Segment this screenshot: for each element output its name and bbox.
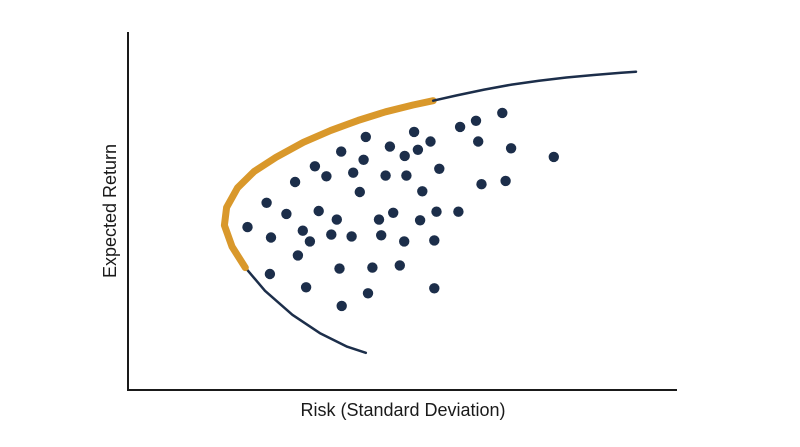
portfolio-point	[394, 260, 405, 271]
portfolio-point	[265, 232, 277, 243]
plot-area	[220, 70, 638, 355]
portfolio-point	[454, 121, 466, 133]
portfolio-point	[414, 215, 426, 226]
portfolio-point	[264, 268, 276, 280]
portfolio-point	[326, 229, 337, 240]
portfolio-point	[380, 170, 391, 181]
portfolio-point	[401, 170, 412, 181]
portfolio-point	[360, 131, 371, 143]
portfolio-point	[242, 221, 253, 233]
portfolio-point	[376, 230, 387, 241]
portfolio-point	[412, 144, 424, 155]
portfolio-point	[321, 171, 332, 182]
portfolio-point	[367, 262, 378, 273]
portfolio-point	[336, 300, 347, 312]
frontier-line-segment	[431, 70, 638, 102]
portfolio-point	[309, 161, 321, 172]
portfolio-point	[497, 107, 508, 119]
portfolio-point	[334, 263, 345, 274]
portfolio-point	[476, 179, 487, 190]
portfolio-point	[408, 126, 420, 138]
portfolio-point	[388, 207, 399, 218]
portfolio-point	[470, 115, 482, 127]
portfolio-point	[399, 150, 410, 162]
portfolio-point	[505, 143, 517, 154]
portfolio-point	[348, 167, 359, 178]
portfolio-point	[331, 214, 342, 225]
portfolio-point	[429, 283, 440, 294]
portfolio-point	[297, 225, 308, 236]
portfolio-point	[304, 236, 316, 247]
portfolio-point	[289, 176, 301, 188]
portfolio-point	[431, 206, 442, 217]
portfolio-point	[281, 208, 292, 220]
portfolio-point	[473, 136, 484, 147]
portfolio-point	[384, 141, 396, 152]
portfolio-point	[358, 154, 369, 165]
portfolio-point	[417, 186, 428, 197]
portfolio-point	[300, 282, 312, 293]
portfolio-point	[362, 288, 374, 299]
y-axis-label: Expected Return	[100, 144, 120, 278]
portfolio-point	[453, 206, 464, 217]
portfolio-point	[434, 163, 445, 174]
portfolio-point	[336, 146, 347, 157]
portfolio-point	[425, 136, 436, 147]
portfolio-point	[346, 231, 357, 242]
portfolio-point	[399, 236, 410, 247]
efficient-frontier-line	[220, 97, 437, 272]
portfolio-point	[548, 151, 559, 163]
portfolio-point	[354, 186, 365, 198]
portfolio-point	[313, 205, 324, 217]
frontier-line-segment	[244, 266, 368, 355]
portfolio-point	[429, 235, 440, 246]
x-axis-label: Risk (Standard Deviation)	[300, 400, 505, 420]
portfolio-point	[500, 175, 511, 187]
portfolio-point	[261, 197, 272, 208]
portfolio-point	[292, 250, 304, 261]
portfolio-point	[373, 214, 385, 225]
